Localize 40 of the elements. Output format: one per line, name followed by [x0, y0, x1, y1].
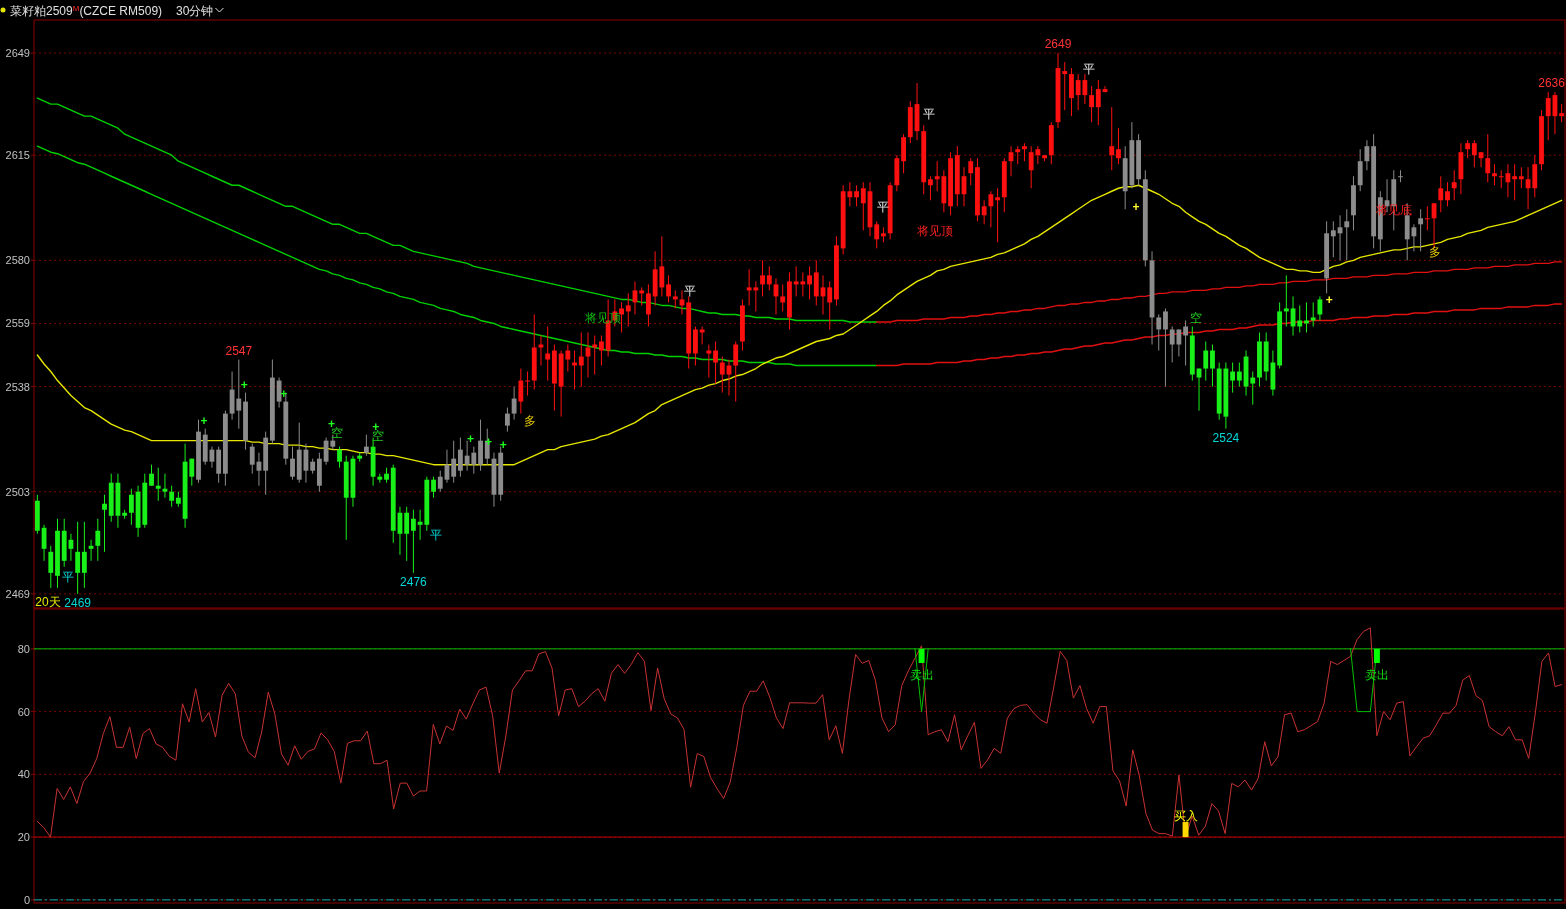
y-tick-label: 2503 [5, 485, 30, 498]
annotation: 2524 [1212, 430, 1240, 445]
y-tick-label: 2649 [5, 47, 30, 60]
annotation: 平 [430, 527, 443, 542]
annotation: 2476 [400, 574, 428, 589]
annotation: 2469 [64, 595, 92, 610]
annotation: 将见底 [1374, 203, 1412, 218]
annotation: 卖出 [909, 667, 934, 682]
annotation: 2547 [225, 343, 253, 358]
y-tick-label: 80 [17, 642, 30, 655]
annotation: 多 [1429, 245, 1442, 260]
annotation: 20天 [35, 595, 61, 609]
y-tick-label: 2580 [5, 254, 30, 267]
y-tick-label: 0 [23, 893, 30, 906]
annotation: + [280, 386, 288, 401]
annotation: 卖出 [1364, 667, 1389, 682]
annotation: + [1325, 293, 1333, 308]
annotation: 平 [684, 284, 697, 299]
annotation: + [499, 437, 507, 452]
y-tick-label: 2559 [5, 317, 30, 330]
chart-subtitle: 30分钟 [176, 4, 214, 18]
y-tick-label: 2538 [5, 380, 30, 393]
annotation: 平 [1082, 62, 1095, 77]
annotation: 平 [923, 107, 936, 122]
annotation: 将见顶 [916, 224, 954, 239]
annotation: 平 [61, 569, 74, 584]
y-tick-label: 2469 [5, 587, 30, 600]
annotation: 多 [524, 413, 537, 428]
y-tick-label: 2615 [5, 149, 30, 162]
annotation: + [200, 413, 208, 428]
y-tick-label: 60 [17, 705, 30, 718]
annotation: + [466, 431, 474, 446]
annotation: 空 [1189, 311, 1202, 326]
y-tick-label: 20 [17, 831, 30, 844]
annotation: 2636 [1538, 75, 1566, 90]
chart-title: 菜籽粕2509$^{M}$(CZCE RM509) [10, 3, 163, 18]
annotation: + [240, 377, 248, 392]
annotation: 2649 [1044, 37, 1072, 52]
annotation: + [1132, 200, 1140, 215]
y-tick-label: 40 [17, 768, 30, 781]
